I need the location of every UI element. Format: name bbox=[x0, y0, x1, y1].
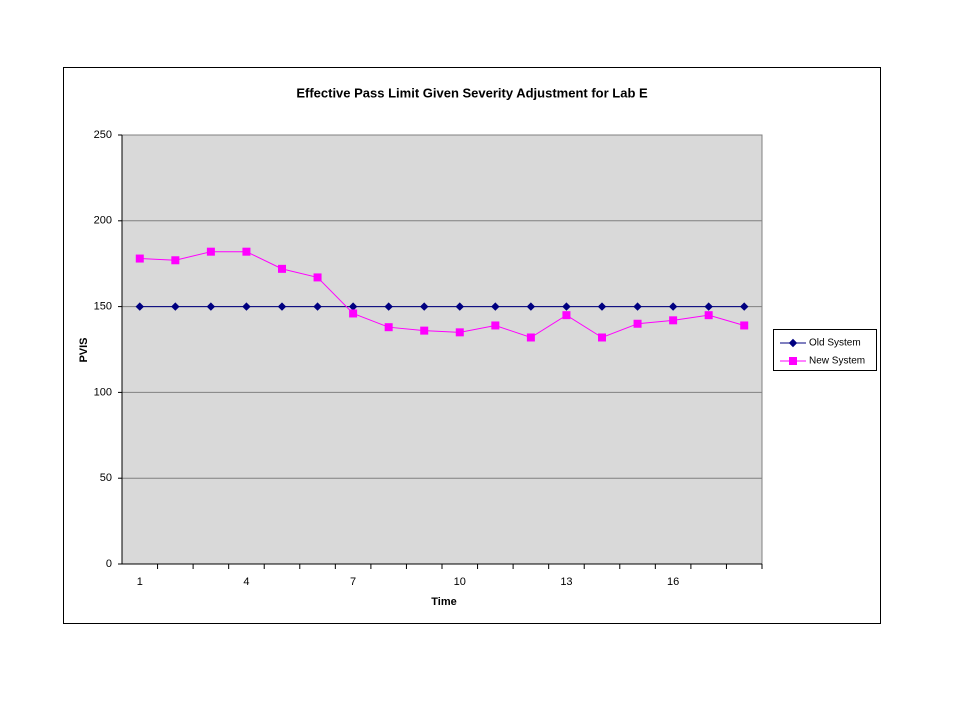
marker bbox=[597, 302, 607, 311]
marker bbox=[669, 316, 678, 325]
y-tick-label: 100 bbox=[94, 386, 112, 398]
marker bbox=[206, 302, 216, 311]
marker bbox=[526, 302, 536, 311]
legend-marker bbox=[788, 338, 798, 348]
marker bbox=[668, 302, 678, 311]
y-tick-label: 250 bbox=[94, 129, 112, 141]
marker bbox=[313, 302, 322, 311]
marker bbox=[277, 302, 287, 311]
marker bbox=[135, 254, 144, 263]
marker bbox=[455, 328, 464, 337]
marker bbox=[491, 302, 500, 311]
legend-label: Old System bbox=[809, 338, 861, 349]
legend-label: New System bbox=[809, 356, 865, 367]
marker bbox=[313, 273, 322, 282]
marker bbox=[171, 256, 180, 265]
marker bbox=[455, 302, 464, 311]
marker bbox=[420, 326, 429, 335]
marker bbox=[242, 302, 251, 311]
x-tick-label: 1 bbox=[137, 576, 143, 588]
marker bbox=[349, 309, 358, 318]
y-tick-label: 150 bbox=[94, 301, 112, 313]
marker bbox=[526, 333, 535, 342]
marker bbox=[633, 319, 642, 328]
marker bbox=[384, 302, 393, 311]
x-tick-label: 10 bbox=[454, 576, 466, 588]
marker bbox=[598, 333, 606, 342]
marker bbox=[278, 264, 286, 273]
marker bbox=[704, 302, 713, 311]
marker bbox=[740, 302, 749, 311]
x-tick-label: 13 bbox=[560, 576, 572, 588]
series-line bbox=[139, 251, 745, 339]
marker bbox=[633, 302, 642, 311]
y-tick-label: 200 bbox=[94, 215, 112, 227]
y-axis-label: PVIS bbox=[78, 337, 90, 362]
x-tick-label: 16 bbox=[667, 576, 679, 588]
marker bbox=[135, 302, 144, 311]
marker bbox=[562, 311, 571, 320]
x-axis-label: Time bbox=[431, 596, 456, 608]
marker bbox=[206, 247, 215, 256]
x-tick-label: 7 bbox=[350, 576, 356, 588]
legend: Old System New System bbox=[773, 329, 877, 371]
marker bbox=[562, 302, 571, 311]
marker bbox=[420, 302, 429, 311]
marker bbox=[704, 311, 713, 320]
legend-marker bbox=[789, 357, 797, 365]
marker bbox=[171, 302, 180, 311]
y-tick-label: 50 bbox=[100, 472, 112, 484]
marker bbox=[491, 321, 500, 330]
y-tick-label: 0 bbox=[106, 558, 112, 570]
chart-title: Effective Pass Limit Given Severity Adju… bbox=[296, 85, 648, 100]
marker bbox=[242, 247, 251, 256]
x-tick-label: 4 bbox=[243, 576, 249, 588]
plot-area bbox=[121, 134, 763, 565]
marker bbox=[384, 323, 393, 332]
marker bbox=[740, 321, 749, 330]
